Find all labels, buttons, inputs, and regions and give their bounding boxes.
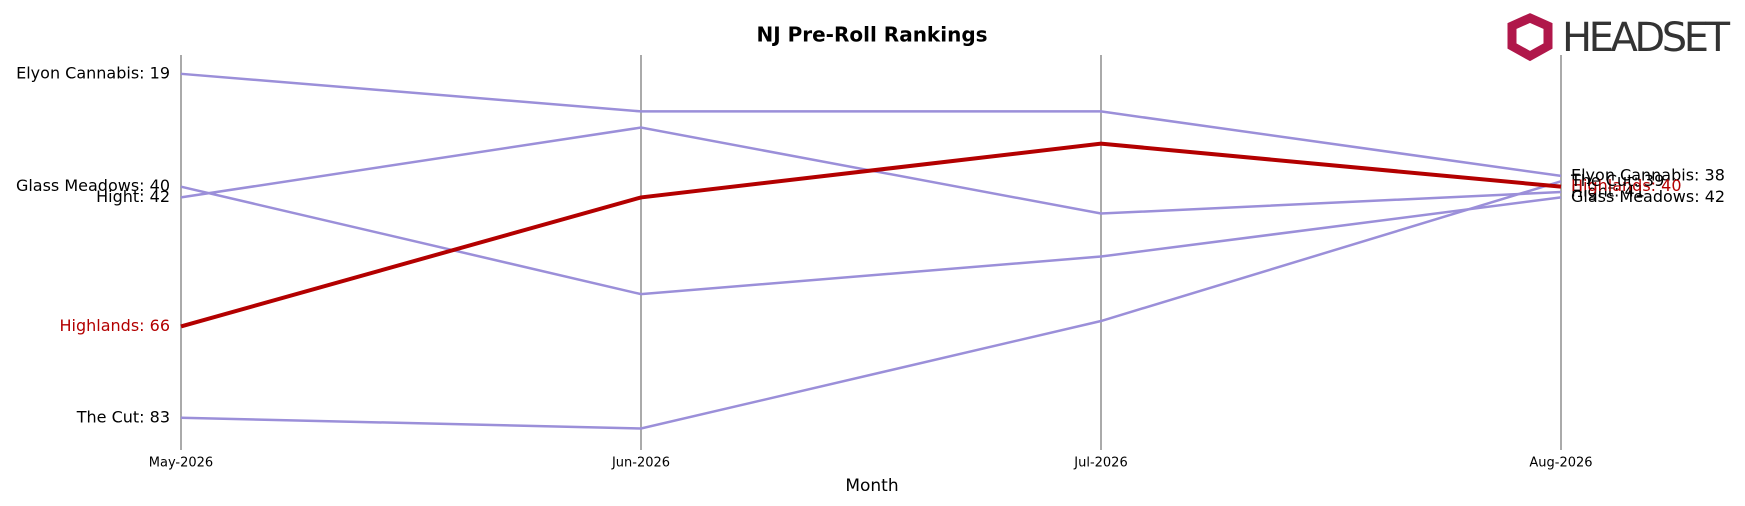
series-line [180,185,1562,296]
x-tick-label: Jun-2026 [611,456,670,471]
logo-text: HEADSET [1562,15,1731,61]
x-tick-label: May-2026 [149,456,213,471]
chart-title: NJ Pre-Roll Rankings [756,23,987,47]
logo-icon [1507,13,1553,62]
data-label: Hight: 42 [96,187,170,206]
series-line [180,141,1562,329]
data-label: The Cut: 39 [1570,171,1664,190]
data-label: Highlands: 66 [60,316,171,335]
series-line [180,180,1562,430]
series-line [180,72,1562,178]
logo: HEADSET [1507,13,1731,62]
data-label: Glass Meadows: 42 [1571,187,1725,206]
data-label: The Cut: 83 [76,407,170,426]
x-axis-label: Month [845,476,898,496]
data-label: Glass Meadows: 40 [16,176,170,195]
data-label: Elyon Cannabis: 38 [1571,165,1725,184]
data-label: Elyon Cannabis: 19 [16,63,170,82]
x-tick-label: Jul-2026 [1073,456,1127,471]
x-tick-label: Aug-2026 [1529,456,1592,471]
data-label: Hight: 41 [1571,182,1645,201]
data-label: Highlands: 40 [1571,176,1682,195]
